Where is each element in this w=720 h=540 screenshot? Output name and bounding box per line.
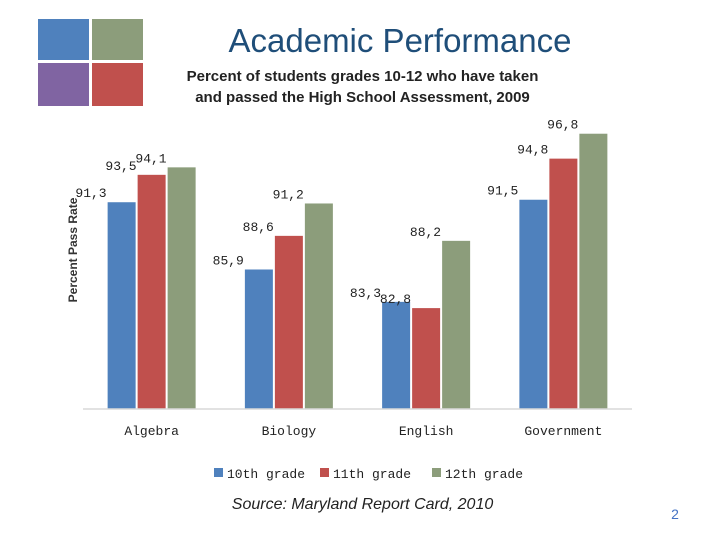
bar-government-12th-grade — [579, 133, 608, 409]
bar-biology-12th-grade — [304, 203, 333, 409]
chart-subtitle-line-2: and passed the High School Assessment, 2… — [195, 89, 530, 106]
deco-square-purple — [38, 63, 89, 106]
bar-english-11th-grade — [412, 308, 441, 409]
bar-algebra-12th-grade — [167, 167, 196, 409]
legend-label: 11th grade — [333, 467, 411, 482]
bar-english-12th-grade — [442, 240, 471, 409]
bar-english-10th-grade — [382, 301, 411, 409]
data-label: 94,1 — [135, 151, 166, 166]
page-number: 2 — [671, 506, 679, 522]
data-label: 91,3 — [75, 186, 106, 201]
data-label: 88,2 — [410, 225, 441, 240]
data-label: 94,8 — [517, 143, 548, 158]
data-label: 83,3 — [350, 286, 381, 301]
legend-swatch-11th-grade — [320, 468, 329, 477]
legend-swatch-10th-grade — [214, 468, 223, 477]
source-note: Source: Maryland Report Card, 2010 — [231, 496, 494, 513]
chart-subtitle-line-1: Percent of students grades 10-12 who hav… — [186, 68, 539, 85]
x-tick-label: Government — [524, 424, 602, 439]
bar-biology-11th-grade — [274, 235, 303, 409]
data-label: 82,8 — [380, 292, 411, 307]
bar-algebra-10th-grade — [107, 202, 136, 409]
slide-title: Academic Performance — [228, 22, 572, 59]
data-label: 93,5 — [105, 159, 136, 174]
bar-algebra-11th-grade — [137, 174, 166, 409]
chart-subtitle: Percent of students grades 10-12 who hav… — [140, 66, 585, 108]
data-label: 85,9 — [213, 253, 244, 268]
y-axis-title: Percent Pass Rate — [66, 197, 80, 302]
x-tick-label: Algebra — [124, 424, 179, 439]
x-tick-label: English — [399, 424, 454, 439]
data-label: 91,2 — [273, 187, 304, 202]
legend-label: 12th grade — [445, 467, 523, 482]
legend-swatch-12th-grade — [432, 468, 441, 477]
bar-government-11th-grade — [549, 158, 578, 409]
legend-label: 10th grade — [227, 467, 305, 482]
deco-square-green — [92, 19, 143, 60]
data-label: 88,6 — [243, 220, 274, 235]
deco-square-blue — [38, 19, 89, 60]
bar-government-10th-grade — [519, 199, 548, 409]
deco-square-red — [92, 63, 143, 106]
bar-biology-10th-grade — [244, 269, 273, 409]
data-label: 96,8 — [547, 118, 578, 133]
data-label: 91,5 — [487, 184, 518, 199]
x-tick-label: Biology — [262, 424, 317, 439]
